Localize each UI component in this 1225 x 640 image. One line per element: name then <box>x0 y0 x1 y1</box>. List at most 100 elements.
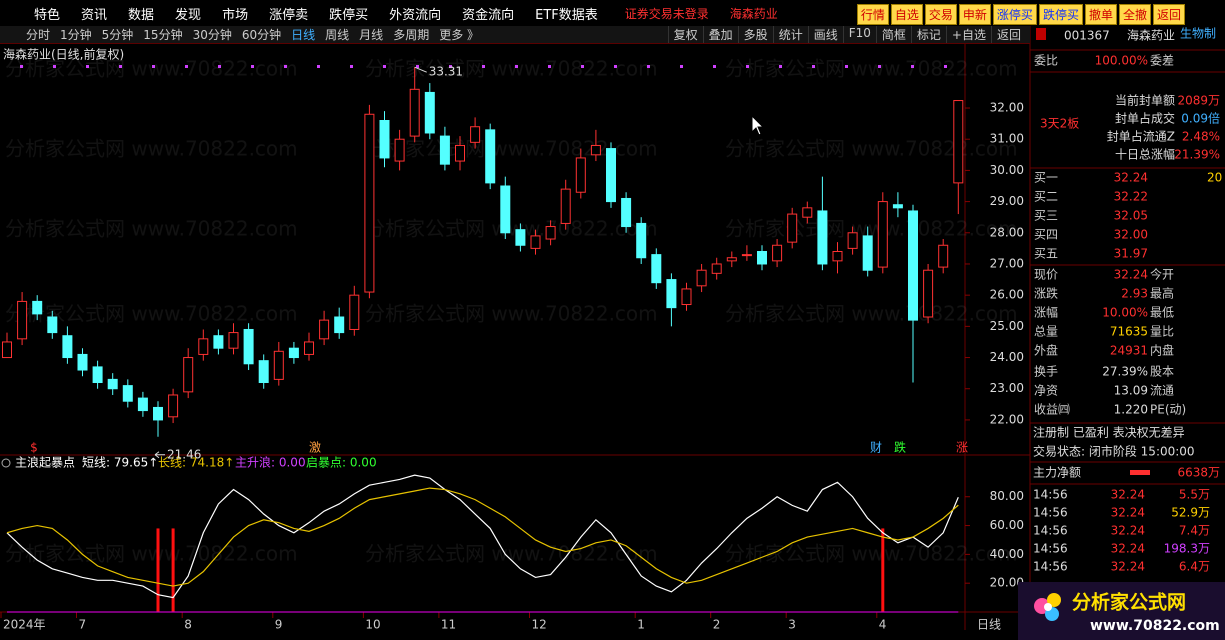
x-tick-label: 3 <box>788 618 796 632</box>
trade-button[interactable]: 跌停买 <box>1038 4 1083 25</box>
candle-body <box>847 232 858 249</box>
period-tab[interactable]: 更多 》 <box>439 28 480 42</box>
trade-button[interactable]: 交易 <box>924 4 957 25</box>
candle-body <box>273 350 284 380</box>
top-menu: 特色 资讯 数据 发现 市场 涨停卖 跌停买 外资流向 资金流向 ETF数据表 证券交易未登录 海森药… <box>0 0 1225 26</box>
period-tab[interactable]: 周线 <box>325 28 350 42</box>
candle-body <box>621 197 632 228</box>
period-tab[interactable]: 5分钟 <box>101 28 134 42</box>
quote-text: 2089万 <box>1177 94 1220 108</box>
quote-text: 32.24 <box>1111 524 1145 538</box>
tool-button[interactable]: 返回 <box>990 26 1026 43</box>
period-tab[interactable]: 分时 <box>26 28 51 42</box>
tool-button[interactable]: +自选 <box>945 26 991 43</box>
period-tab[interactable]: 15分钟 <box>143 28 183 42</box>
quote-text: 今开 <box>1150 267 1174 282</box>
watermark: 分析家公式网 www.70822.com <box>725 57 1018 81</box>
menu-item[interactable]: 外资流向 <box>389 7 442 23</box>
y-tick-label: 27.00 <box>990 256 1024 270</box>
quote-text: 7.4万 <box>1179 524 1210 538</box>
menu-item[interactable]: 跌停买 <box>329 7 369 23</box>
quote-text: 27.39% <box>1102 365 1148 379</box>
candle-body <box>485 129 496 184</box>
candle-body <box>137 397 148 412</box>
candle-body <box>243 328 254 365</box>
candle-body <box>515 229 526 246</box>
signal-dot <box>218 65 221 68</box>
quote-text: 流通 <box>1150 384 1174 398</box>
y-tick-label: 23.00 <box>990 381 1024 395</box>
trade-button[interactable]: 申新 <box>958 4 991 25</box>
watermark: 分析家公式网 www.70822.com <box>5 137 298 161</box>
quote-text: 6638万 <box>1177 466 1220 480</box>
quote-text: 14:56 <box>1033 506 1068 520</box>
quote-text: 31.97 <box>1114 247 1148 261</box>
legend-entry: 短线: 79.65↑ <box>82 456 158 470</box>
trade-button[interactable]: 涨停买 <box>992 4 1037 25</box>
period-tab[interactable]: 30分钟 <box>192 28 232 42</box>
candle-body <box>636 222 647 259</box>
candle-body <box>2 341 12 359</box>
y-tick-label: 22.00 <box>990 412 1024 426</box>
quote-text: 买三 <box>1034 209 1058 223</box>
candle-body <box>107 378 118 390</box>
menu-item[interactable]: ETF数据表 <box>535 7 598 23</box>
candle-body <box>606 148 616 203</box>
candle-body <box>545 226 556 240</box>
y-tick-label: 40.00 <box>990 547 1024 561</box>
candle-body <box>183 357 194 393</box>
period-tab[interactable]: 60分钟 <box>241 28 282 42</box>
event-marker: 激 <box>309 441 321 455</box>
signal-dot <box>383 65 386 68</box>
candle-body <box>288 347 299 359</box>
period-tab[interactable]: 月线 <box>359 28 384 42</box>
tool-button[interactable]: 统计 <box>772 26 808 43</box>
signal-bar <box>881 528 885 612</box>
quote-text: 10.00% <box>1102 306 1148 320</box>
menu-item[interactable]: 资金流向 <box>462 7 515 23</box>
candle-body <box>787 213 798 243</box>
sector: 生物制 <box>1180 27 1216 41</box>
signal-dot <box>911 65 914 68</box>
tool-button[interactable]: F10 <box>842 26 876 43</box>
quote-text: 外盘 <box>1034 343 1058 358</box>
candle-body <box>741 254 752 257</box>
trade-button[interactable]: 行情 <box>856 4 889 25</box>
signal-bar <box>156 528 160 612</box>
period-tab[interactable]: 多周期 <box>393 28 430 42</box>
tool-button[interactable]: 多股 <box>737 26 773 43</box>
menu-item[interactable]: 涨停卖 <box>269 7 309 23</box>
trade-button[interactable]: 返回 <box>1152 4 1185 25</box>
logo: 分析家公式网 www.70822.com <box>1018 582 1225 640</box>
candle-body <box>334 316 345 334</box>
watermark: 分析家公式网 www.70822.com <box>365 302 658 326</box>
menu-item[interactable]: 数据 <box>128 7 155 23</box>
candle-body <box>862 235 873 271</box>
candle-body <box>424 91 435 134</box>
period-tab[interactable]: 日线 <box>291 28 316 42</box>
logo-center <box>1044 603 1052 611</box>
candle-body <box>832 251 843 262</box>
candle-body <box>923 269 934 318</box>
chart-title: 海森药业(日线,前复权) <box>3 47 124 62</box>
signal-bar <box>171 528 175 612</box>
menu-item[interactable]: 发现 <box>175 7 202 23</box>
period-tab[interactable]: 1分钟 <box>60 28 92 42</box>
candle-body <box>198 338 209 355</box>
trade-button[interactable]: 撤单 <box>1084 4 1117 25</box>
indicator-icon <box>1 458 11 468</box>
tool-button[interactable]: 叠加 <box>702 26 738 43</box>
menu-item[interactable]: 市场 <box>222 7 249 23</box>
trade-button[interactable]: 全撤 <box>1118 4 1151 25</box>
menu-item[interactable]: 资讯 <box>81 7 108 23</box>
candle-body <box>696 269 707 287</box>
tool-button[interactable]: 简框 <box>875 26 911 43</box>
tool-button[interactable]: 标记 <box>910 26 946 43</box>
quote-text: 52.9万 <box>1171 506 1210 520</box>
trade-button[interactable]: 自选 <box>890 4 923 25</box>
quote-text: 总量 <box>1034 325 1058 339</box>
tool-button[interactable]: 画线 <box>807 26 843 43</box>
menu-item[interactable]: 特色 <box>34 7 61 23</box>
tool-button[interactable]: 复权 <box>667 26 703 43</box>
